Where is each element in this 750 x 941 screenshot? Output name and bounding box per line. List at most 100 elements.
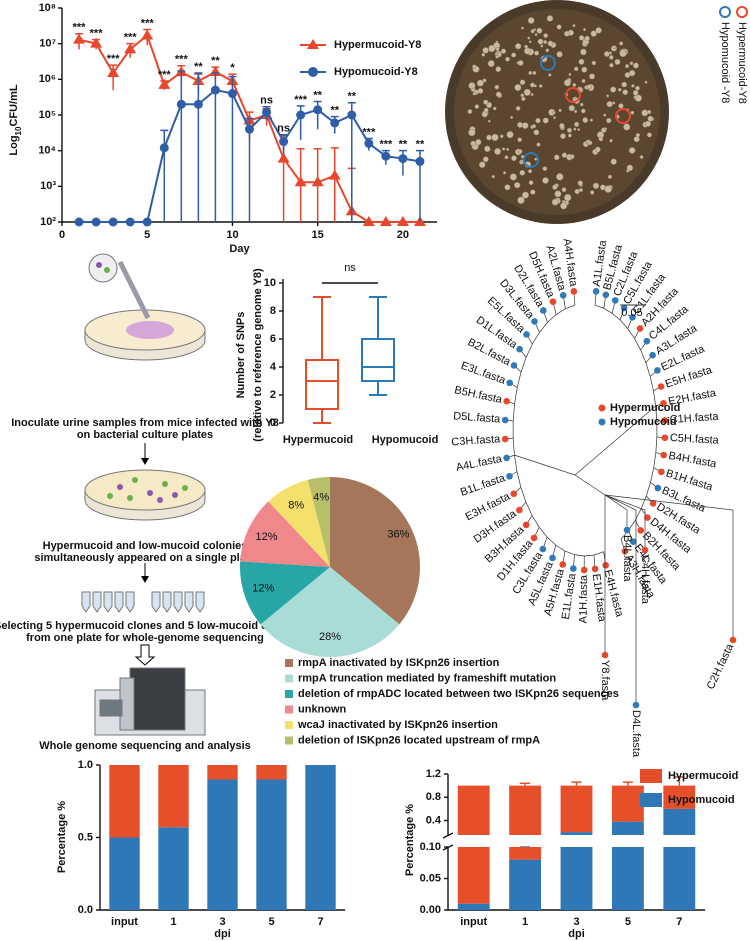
marker	[364, 138, 374, 148]
marker	[362, 216, 375, 226]
dot	[96, 262, 102, 268]
legend-swatch	[640, 793, 662, 807]
colony	[590, 30, 597, 37]
error-bar	[245, 117, 254, 222]
bar-segment	[663, 785, 696, 809]
significance: ns	[344, 262, 356, 274]
arrow-head	[141, 576, 149, 583]
y-tick-label: 0.8	[426, 791, 441, 803]
hollow-arrow	[134, 644, 156, 666]
colony	[588, 73, 596, 80]
leaf-label: A1H.fasta	[578, 574, 591, 623]
significance: ***	[379, 139, 393, 151]
colony	[589, 190, 595, 195]
x-tick-label: 15	[312, 229, 324, 241]
colony	[533, 84, 537, 88]
marker	[277, 152, 290, 163]
leaf-dot	[629, 538, 637, 545]
x-tick-label: Hypermucoid	[283, 434, 353, 446]
legend-marker	[719, 6, 731, 18]
box	[361, 338, 395, 382]
colonies	[467, 15, 655, 210]
y-tick-label: 0.00	[420, 904, 441, 916]
y-tick-label: 2	[270, 389, 276, 401]
colony	[617, 87, 622, 92]
legend-label: Hypermucoid-Y8	[334, 39, 421, 51]
y-tick-label: 10⁶	[39, 73, 56, 85]
significance: **	[416, 139, 425, 151]
colony	[561, 187, 567, 193]
colony	[569, 154, 575, 160]
colony	[528, 180, 534, 186]
colony	[587, 140, 593, 146]
marker	[347, 110, 357, 120]
x-tick-label: 7	[317, 916, 323, 928]
marker	[381, 151, 391, 161]
colony	[545, 48, 550, 53]
leaf-label: C4H.fasta	[639, 555, 651, 605]
legend-swatch	[285, 690, 293, 698]
slice-label: 8%	[288, 499, 304, 511]
leaf-dot	[632, 701, 640, 709]
x-tick-label: input	[460, 916, 487, 928]
colony	[629, 61, 634, 66]
colony	[534, 50, 540, 56]
y-tick-label: 4	[270, 361, 277, 373]
colony	[515, 43, 522, 50]
colony	[574, 121, 580, 127]
branch	[604, 494, 734, 640]
colony	[543, 33, 549, 39]
y-tick-label: 1.2	[426, 768, 441, 780]
colony	[523, 47, 531, 55]
colony	[546, 15, 554, 22]
legend-label: Hypomucoid -Y8	[719, 22, 731, 103]
legend-swatch	[285, 721, 293, 729]
bar-segment	[560, 785, 593, 833]
legend-marker	[307, 39, 319, 49]
colony	[578, 35, 585, 41]
leaf-dot	[649, 500, 657, 507]
significance: ns	[260, 95, 273, 107]
colony	[609, 138, 613, 143]
leaf-dot	[510, 490, 518, 498]
colony	[482, 156, 489, 163]
colony	[618, 103, 624, 109]
colony	[542, 117, 549, 124]
marker	[379, 216, 392, 226]
significance: ns	[277, 123, 290, 135]
colony	[594, 146, 601, 153]
leaf-dot	[644, 514, 651, 521]
bar-segment	[663, 808, 696, 835]
error-bar	[674, 776, 685, 786]
pie-slice	[240, 501, 330, 567]
colony	[515, 105, 521, 111]
marker	[90, 37, 103, 48]
bar-segment	[611, 821, 644, 835]
colony	[527, 36, 531, 40]
legend-label: Hypermucoid-Y8	[736, 22, 748, 104]
colony	[521, 122, 529, 129]
leaf-dot	[643, 337, 651, 345]
scale-label: 0.05	[621, 307, 642, 319]
bar-segment	[457, 785, 490, 835]
bar-segment	[457, 847, 490, 904]
y-tick-label: 0.5	[78, 831, 93, 843]
bar-segment	[611, 785, 644, 822]
significance: ***	[141, 17, 155, 29]
whisker-high	[313, 296, 331, 360]
significance: ***	[107, 53, 121, 65]
y-tick-label: 6	[270, 333, 276, 345]
highlight-ring	[615, 108, 631, 124]
colony	[487, 119, 491, 123]
colony	[592, 182, 600, 189]
colony	[495, 91, 502, 98]
leaf-dot	[637, 527, 645, 534]
significance: ***	[124, 32, 138, 44]
pie-slice	[307, 477, 330, 567]
error-bar	[194, 72, 203, 222]
legend-marker	[736, 6, 748, 18]
y-tick-label: 10	[264, 277, 276, 289]
colony	[610, 158, 617, 165]
colony	[614, 58, 621, 65]
leaf-label: C3H.fasta	[451, 433, 501, 448]
